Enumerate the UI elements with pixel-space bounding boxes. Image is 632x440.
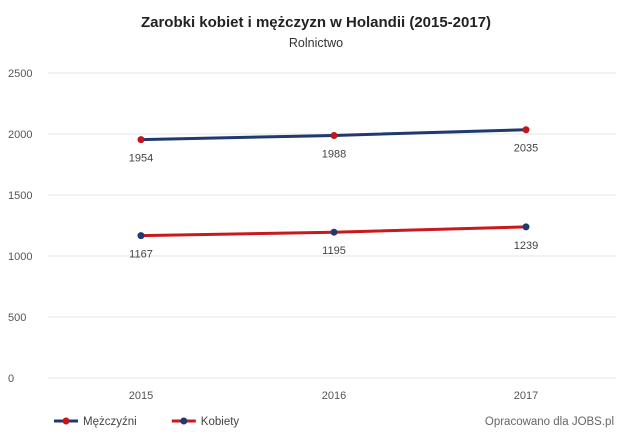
x-axis: 2015 2016 2017 — [129, 390, 538, 402]
x-tick-label: 2017 — [514, 390, 538, 402]
x-tick-label: 2016 — [322, 390, 346, 402]
chart-title: Zarobki kobiet i mężczyzn w Holandii (20… — [141, 14, 491, 31]
chart-subtitle: Rolnictwo — [289, 36, 343, 50]
legend[interactable]: Mężczyźni Kobiety — [54, 416, 239, 428]
legend-label: Mężczyźni — [83, 416, 137, 428]
data-label: 1954 — [129, 153, 153, 165]
y-tick-label: 1500 — [8, 190, 32, 202]
y-tick-label: 1000 — [8, 251, 32, 263]
legend-label: Kobiety — [201, 416, 240, 428]
legend-marker — [62, 417, 70, 425]
credit-text: Opracowano dla JOBS.pl — [485, 416, 614, 428]
data-point[interactable] — [137, 232, 145, 240]
series-1: 1167 1195 1239 — [129, 223, 538, 261]
data-label: 1195 — [322, 245, 346, 257]
gridlines — [48, 72, 616, 379]
data-point[interactable] — [330, 131, 338, 139]
y-axis: 0 500 1000 1500 2000 2500 — [8, 68, 32, 385]
y-tick-label: 500 — [8, 312, 26, 324]
data-label: 1239 — [514, 240, 538, 252]
y-tick-label: 0 — [8, 373, 14, 385]
data-label: 1988 — [322, 148, 346, 160]
plot-area: 1954 1988 2035 1167 1195 1239 — [129, 126, 538, 261]
x-tick-label: 2015 — [129, 390, 153, 402]
series-0: 1954 1988 2035 — [129, 126, 538, 165]
y-tick-label: 2000 — [8, 129, 32, 141]
y-tick-label: 2500 — [8, 68, 32, 80]
data-point[interactable] — [522, 223, 530, 231]
data-label: 1167 — [129, 249, 153, 261]
legend-marker — [180, 417, 188, 425]
data-point[interactable] — [137, 136, 145, 144]
data-label: 2035 — [514, 143, 538, 155]
legend-item-0[interactable]: Mężczyźni — [54, 416, 137, 428]
data-point[interactable] — [522, 126, 530, 134]
data-point[interactable] — [330, 228, 338, 236]
legend-item-1[interactable]: Kobiety — [171, 416, 240, 428]
